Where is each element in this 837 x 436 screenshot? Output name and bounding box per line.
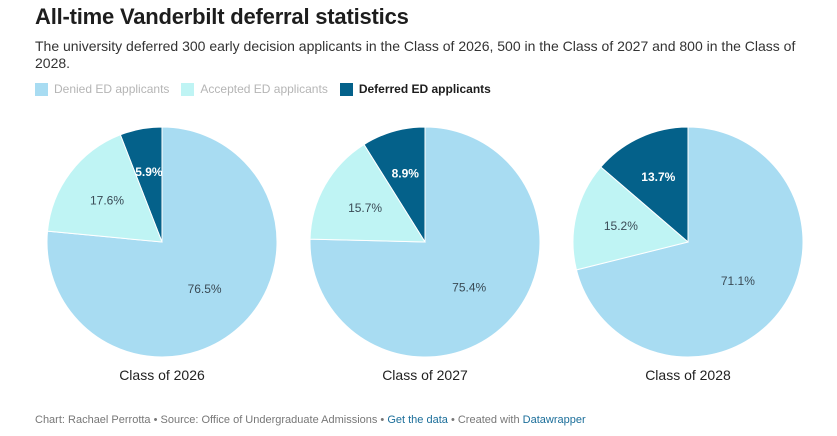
pie-slice-accepted[interactable] xyxy=(572,166,690,271)
pie-caption: Class of 2028 xyxy=(645,367,731,383)
legend: Denied ED applicants Accepted ED applica… xyxy=(35,82,503,96)
pie-label-deferred: 8.9% xyxy=(392,167,420,181)
pie-slice-accepted[interactable] xyxy=(46,134,163,243)
chart-footer: Chart: Rachael Perrotta • Source: Office… xyxy=(35,414,586,426)
legend-swatch-accepted xyxy=(181,82,195,96)
legend-item-denied[interactable]: Denied ED applicants xyxy=(35,82,169,96)
legend-label-deferred: Deferred ED applicants xyxy=(358,82,491,96)
pie-slice-deferred[interactable] xyxy=(600,126,689,244)
pie-slice-accepted[interactable] xyxy=(309,143,426,243)
chart-title: All-time Vanderbilt deferral statistics xyxy=(35,4,409,29)
pie-label-denied: 75.4% xyxy=(452,280,486,294)
legend-label-denied: Denied ED applicants xyxy=(54,82,170,96)
pie-label-deferred: 13.7% xyxy=(641,170,675,184)
pie-label-accepted: 15.2% xyxy=(604,219,638,233)
pie-label-denied: 76.5% xyxy=(188,282,222,296)
pie-caption: Class of 2026 xyxy=(119,367,205,383)
legend-item-accepted[interactable]: Accepted ED applicants xyxy=(181,82,328,96)
pie-label-denied: 71.1% xyxy=(721,274,755,288)
pie-chart-2: 13.7% 71.1% 15.2% Class of 2028 xyxy=(572,126,804,383)
pie-label-accepted: 15.7% xyxy=(348,201,382,215)
legend-item-deferred[interactable]: Deferred ED applicants xyxy=(339,82,491,96)
pie-chart-0: 5.9% 76.5% 17.6% Class of 2026 xyxy=(46,126,278,383)
pie-slice-denied[interactable] xyxy=(575,126,804,358)
get-the-data-link[interactable]: Get the data xyxy=(387,414,448,426)
pie-label-accepted: 17.6% xyxy=(90,193,124,207)
legend-swatch-denied xyxy=(35,82,48,96)
datawrapper-link[interactable]: Datawrapper xyxy=(522,414,586,426)
footer-created-with: • Created with xyxy=(447,414,523,426)
legend-label-accepted: Accepted ED applicants xyxy=(200,82,328,96)
footer-credit: Chart: Rachael Perrotta • Source: Office… xyxy=(35,414,388,426)
legend-swatch-deferred xyxy=(339,82,353,96)
pie-caption: Class of 2027 xyxy=(382,367,468,383)
pie-label-deferred: 5.9% xyxy=(135,165,163,179)
pie-chart-1: 8.9% 75.4% 15.7% Class of 2027 xyxy=(309,126,541,383)
pie-slice-denied[interactable] xyxy=(46,126,278,358)
chart-subtitle: The university deferred 300 early decisi… xyxy=(35,38,796,71)
